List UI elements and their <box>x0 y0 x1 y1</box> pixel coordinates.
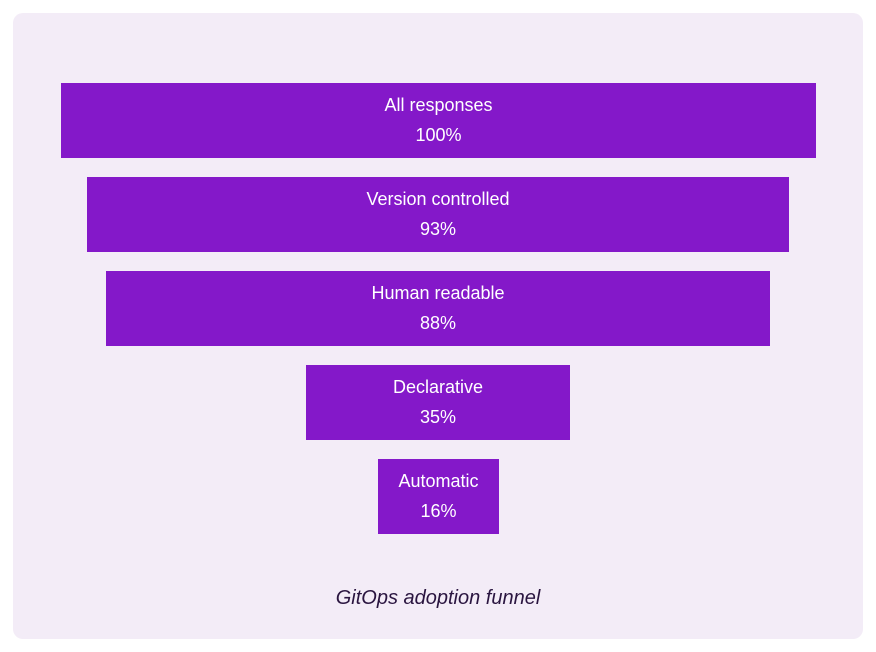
funnel-stage-label: Human readable <box>371 283 505 303</box>
funnel-stage-value: 93% <box>419 219 457 239</box>
funnel-bar: Automatic 16% <box>378 459 499 534</box>
funnel-stage-label: Version controlled <box>366 189 510 209</box>
funnel-chart: All responses 100% Version controlled 93% Hu… <box>13 13 863 639</box>
funnel-stage-label: All responses <box>384 95 493 115</box>
funnel-bar: All responses 100% <box>61 83 816 158</box>
funnel-stage-value: 88% <box>419 313 457 333</box>
chart-caption: GitOps adoption funnel <box>335 587 541 609</box>
funnel-stage-value: 16% <box>420 501 457 521</box>
funnel-stage-label: Automatic <box>398 471 479 491</box>
funnel-bar: Human readable 88% <box>106 271 770 346</box>
funnel-bar: Version controlled 93% <box>87 177 789 252</box>
funnel-stage-value: 35% <box>419 407 457 427</box>
funnel-bar: Declarative 35% <box>306 365 570 440</box>
funnel-stage-value: 100% <box>415 125 462 145</box>
funnel-stage-label: Declarative <box>392 377 484 397</box>
chart-card: All responses 100% Version controlled 93% Hu… <box>13 13 863 639</box>
